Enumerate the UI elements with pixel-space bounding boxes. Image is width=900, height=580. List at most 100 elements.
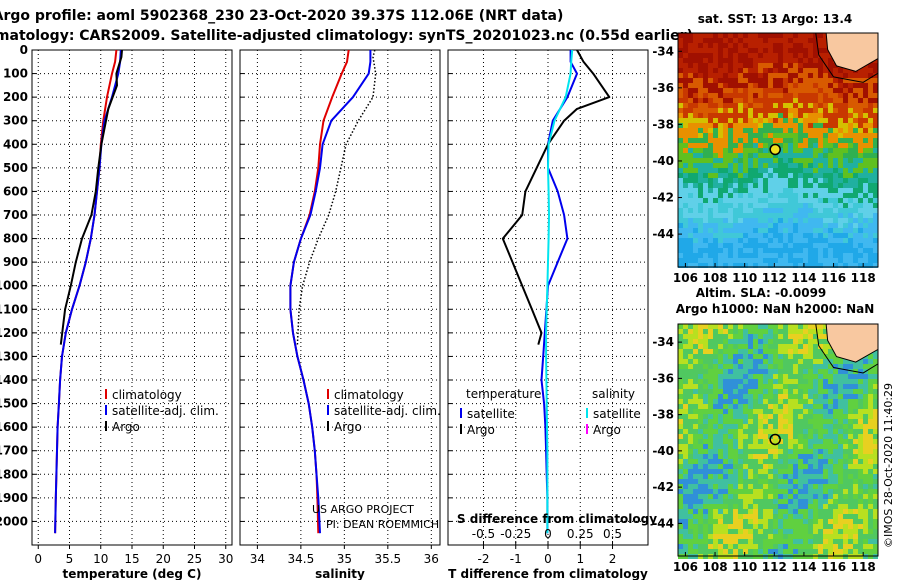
sla_map-cell [848, 534, 853, 539]
sst_map-cell [788, 103, 793, 108]
sst_map-cell [803, 238, 808, 243]
sla_map-cell [738, 454, 743, 459]
sst_map-cell [788, 118, 793, 123]
sst_map-cell [848, 143, 853, 148]
sst_map-cell [773, 133, 778, 138]
sla_map-cell [698, 364, 703, 369]
sst_map-cell [768, 198, 773, 203]
sla_map-cell [683, 494, 688, 499]
sla_map-cell [798, 329, 803, 334]
sst_map-cell [748, 158, 753, 163]
sst_map-cell [743, 173, 748, 178]
sst_map-cell [693, 88, 698, 93]
sst_map-cell [838, 73, 843, 78]
sst_map-cell [838, 223, 843, 228]
sla_map-cell [708, 529, 713, 534]
sla_map-cell [828, 399, 833, 404]
sla_map-cell [713, 514, 718, 519]
sst_map-cell [828, 103, 833, 108]
sla_map-cell [738, 434, 743, 439]
sst_map-cell [683, 58, 688, 63]
sst_map-cell [803, 48, 808, 53]
sst_map-cell [683, 163, 688, 168]
sla_map-cell [863, 434, 868, 439]
sla_map-cell [803, 469, 808, 474]
sst_map-cell [793, 248, 798, 253]
sst_map-cell [723, 138, 728, 143]
sla_map-cell [778, 404, 783, 409]
sla_map-cell [718, 454, 723, 459]
sst_map-cell [713, 258, 718, 263]
sla_map-cell [693, 499, 698, 504]
sla_map-cell [773, 544, 778, 549]
sla_map-cell [713, 394, 718, 399]
sla_map-cell [768, 394, 773, 399]
sla_map-cell [823, 544, 828, 549]
sla_map-cell [748, 354, 753, 359]
sst_map-cell [808, 143, 813, 148]
sst_map-cell [723, 213, 728, 218]
sst_map-cell [753, 163, 758, 168]
sla_map-cell [853, 444, 858, 449]
sla_map-cell [743, 389, 748, 394]
sst_map-cell [753, 173, 758, 178]
sst_map-cell [873, 143, 878, 148]
sst_map-cell [683, 93, 688, 98]
sst_map-cell [808, 78, 813, 83]
sla_map-cell [808, 494, 813, 499]
sla_map-cell [678, 494, 683, 499]
sst_map-cell [688, 68, 693, 73]
sla_map-cell [678, 449, 683, 454]
sla_map-cell [793, 434, 798, 439]
sst_map-cell [698, 98, 703, 103]
sla_map-cell [693, 524, 698, 529]
sla-map-title: Altim. SLA: -0.0099 [696, 286, 827, 300]
sst_map-cell [868, 68, 873, 73]
sla_map-cell [763, 474, 768, 479]
sst_map-cell [693, 43, 698, 48]
sst_map-cell [773, 98, 778, 103]
sst_map-ytick-label: -42 [652, 191, 674, 205]
sla_map-cell [793, 384, 798, 389]
sst_map-cell [858, 253, 863, 258]
sla_map-cell [838, 479, 843, 484]
sla_map-cell [808, 469, 813, 474]
sst_map-cell [843, 183, 848, 188]
sla_map-cell [758, 474, 763, 479]
sst_map-cell [683, 133, 688, 138]
sst_map-cell [778, 88, 783, 93]
sst_map-cell [683, 143, 688, 148]
sla_map-cell [703, 544, 708, 549]
sla_map-cell [718, 419, 723, 424]
sla_map-cell [713, 354, 718, 359]
sla_map-cell [718, 354, 723, 359]
sla_map-cell [728, 529, 733, 534]
sst_map-cell [863, 203, 868, 208]
sst_map-cell [863, 168, 868, 173]
sla_map-cell [763, 529, 768, 534]
sla_map-cell [778, 514, 783, 519]
sla_map-cell [773, 464, 778, 469]
sla_map-cell [828, 384, 833, 389]
sst_map-cell [828, 83, 833, 88]
sst_map-cell [758, 213, 763, 218]
sst_map-cell [813, 123, 818, 128]
sst_map-cell [718, 213, 723, 218]
sla_map-cell [808, 364, 813, 369]
sla_map-cell [778, 414, 783, 419]
sla_map-cell [848, 464, 853, 469]
sst_map-cell [768, 218, 773, 223]
sst_map-cell [693, 153, 698, 158]
sla_map-cell [843, 504, 848, 509]
sst_map-cell [703, 128, 708, 133]
sla_map-cell [873, 444, 878, 449]
sla_map-cell [748, 374, 753, 379]
sst_map-cell [803, 83, 808, 88]
sst_map-cell [713, 113, 718, 118]
sla_map-cell [818, 434, 823, 439]
sla_map-cell [788, 449, 793, 454]
sla_map-cell [678, 419, 683, 424]
sst_map-cell [728, 208, 733, 213]
sla_map-cell [813, 509, 818, 514]
sst_map-cell [733, 153, 738, 158]
